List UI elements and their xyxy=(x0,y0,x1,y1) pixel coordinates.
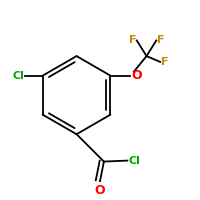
Text: F: F xyxy=(157,35,164,45)
Text: Cl: Cl xyxy=(12,71,24,81)
Text: O: O xyxy=(131,69,142,82)
Text: F: F xyxy=(161,57,168,67)
Text: Cl: Cl xyxy=(128,156,140,166)
Text: F: F xyxy=(129,35,136,45)
Text: O: O xyxy=(95,184,105,197)
